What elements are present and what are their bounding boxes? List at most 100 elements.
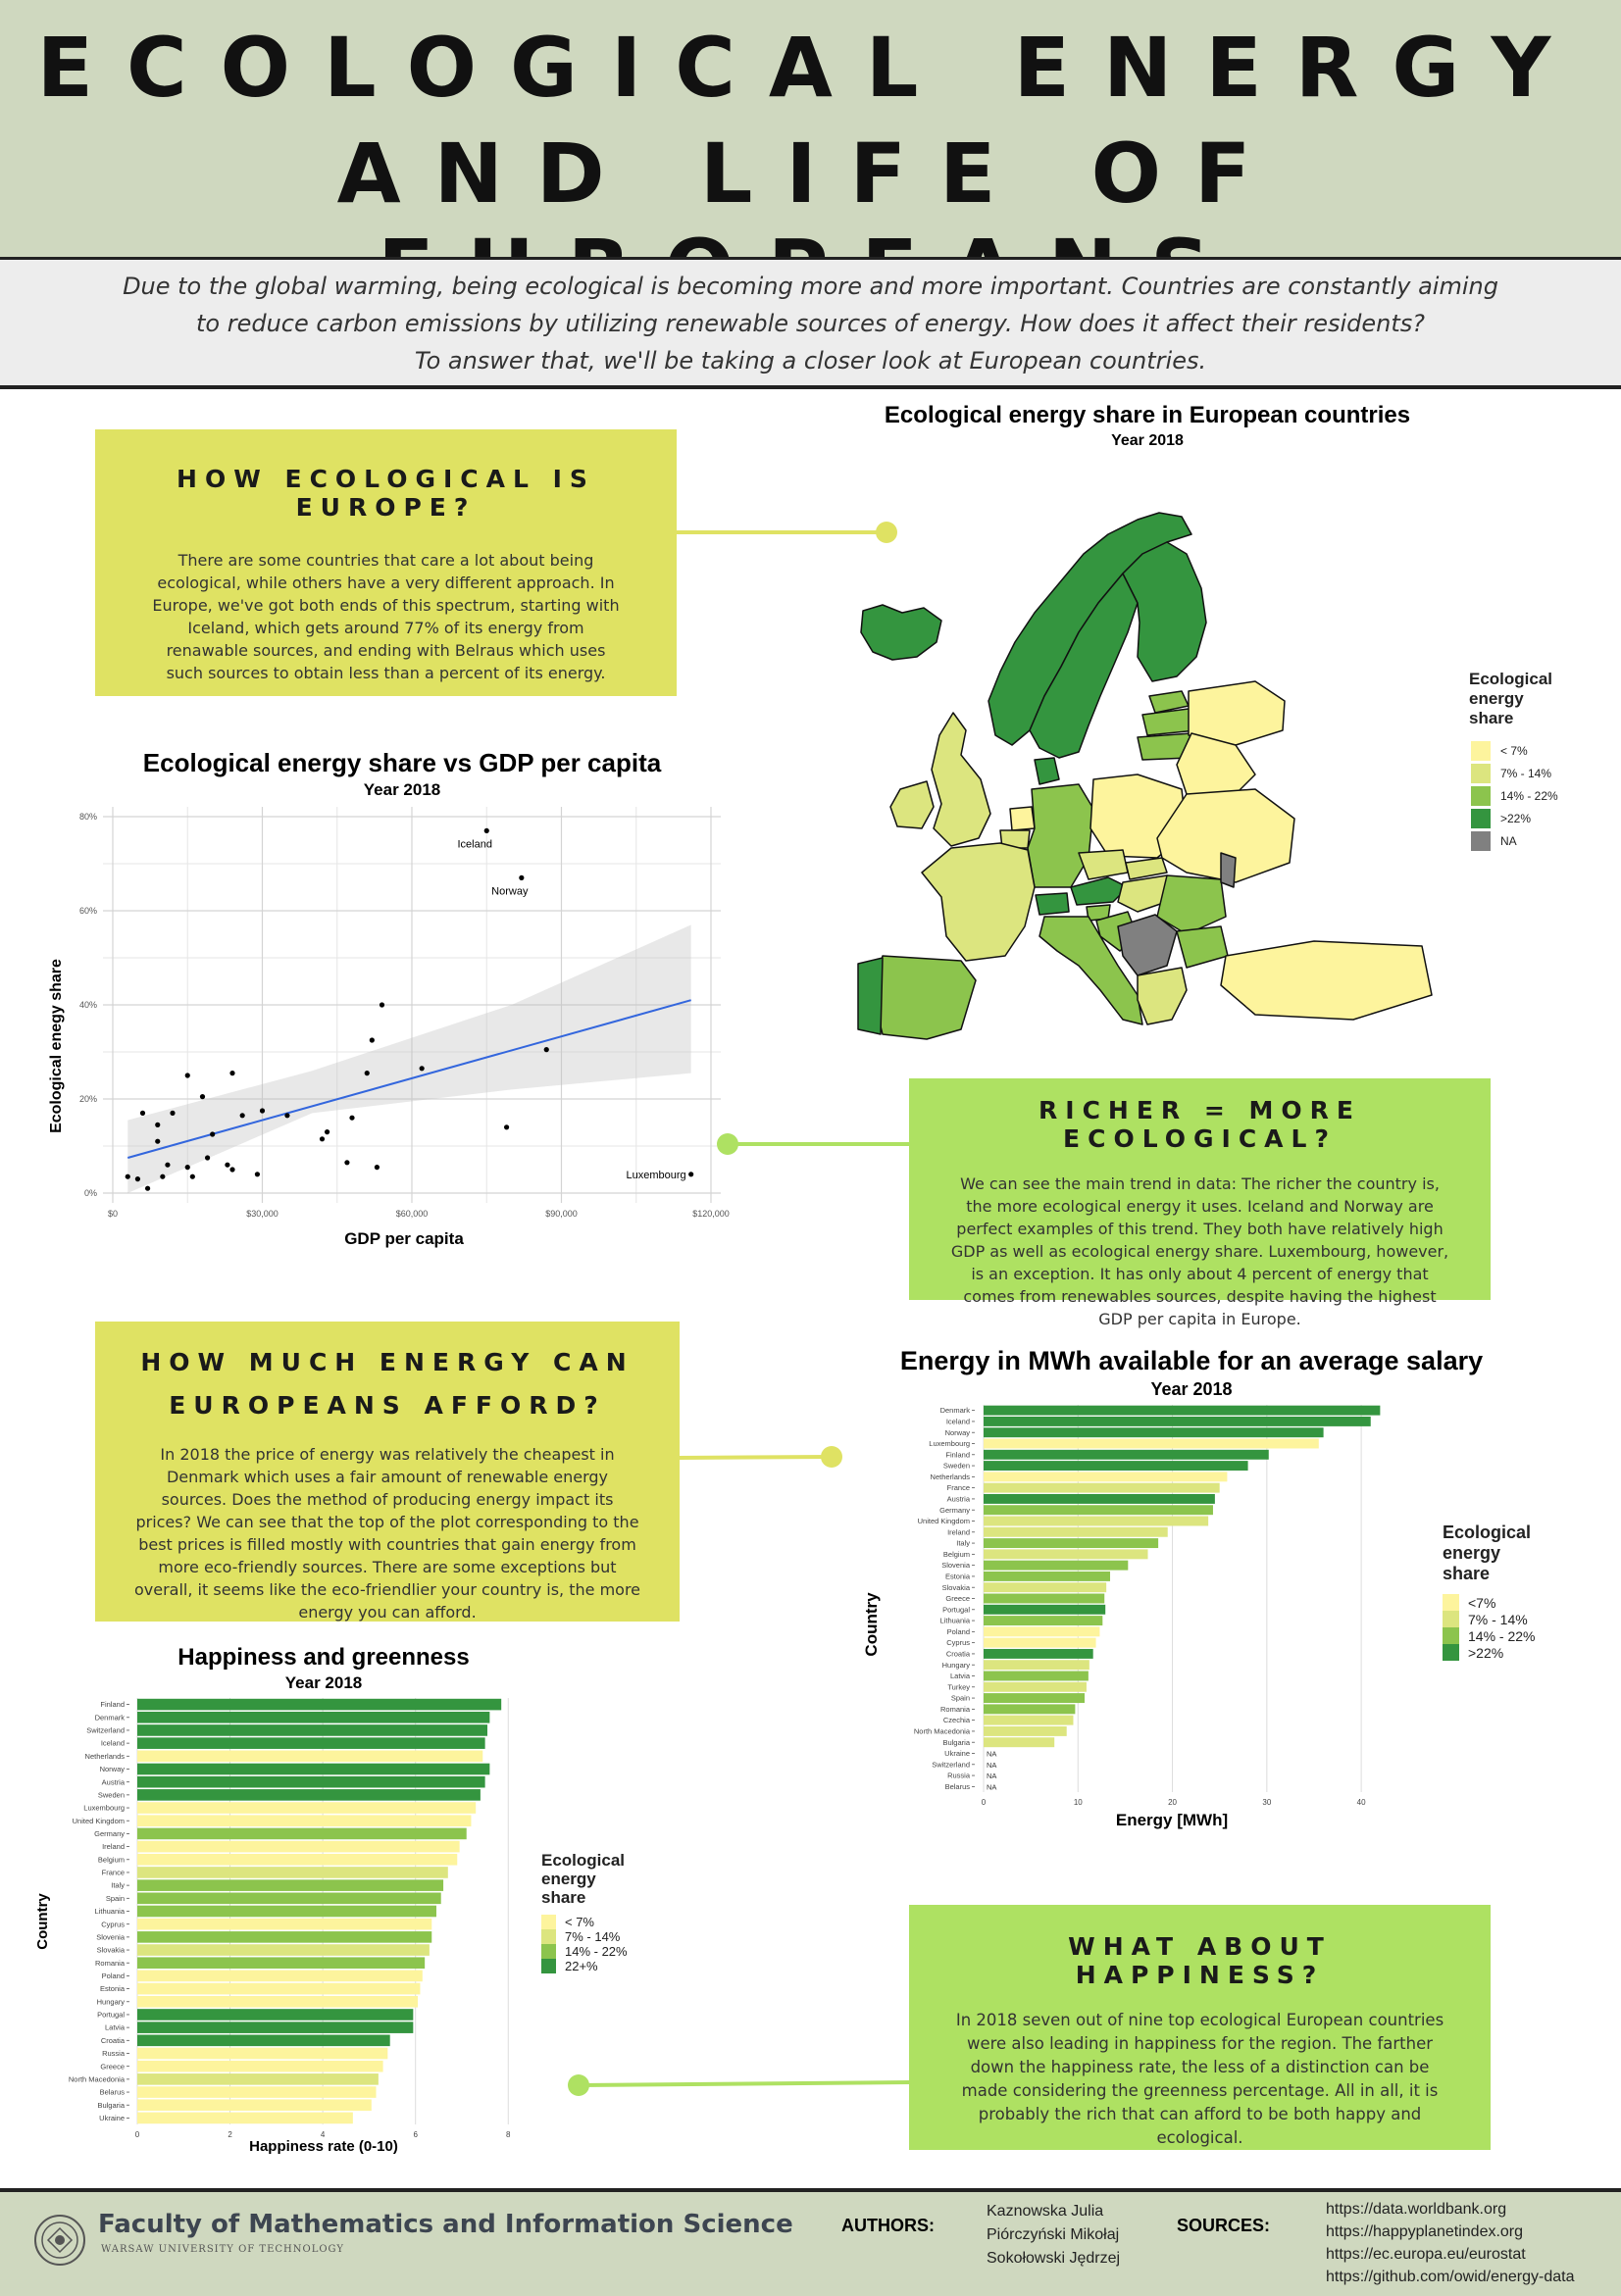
energy-bar (984, 1538, 1159, 1549)
map-legend-title-2: energy (1469, 689, 1524, 708)
source-link[interactable]: https://github.com/owid/energy-data (1326, 2269, 1575, 2285)
legend-label: 14% - 22% (1468, 1627, 1536, 1644)
energy-category-label: Hungary (942, 1661, 971, 1670)
box-how-ecological: HOW ECOLOGICAL IS EUROPE? There are some… (95, 429, 677, 696)
happiness-title: Happiness and greenness (177, 1644, 470, 1671)
scatter-title: Ecological energy share vs GDP per capit… (142, 748, 662, 777)
energy-bar (984, 1671, 1089, 1681)
energy-bar (984, 1593, 1105, 1604)
legend-label: >22% (1500, 811, 1532, 825)
happiness-category-label: Slovenia (96, 1932, 126, 1941)
scatter-point (134, 1176, 141, 1182)
authors-list: Kaznowska Julia Piórczyński Mikołaj Soko… (987, 2200, 1120, 2271)
scatter-x-tick-label: $120,000 (692, 1209, 730, 1219)
energy-x-tick-label: 20 (1168, 1798, 1177, 1807)
box-text-afford: In 2018 the price of energy was relative… (134, 1445, 641, 1622)
university-logo-icon (34, 2215, 85, 2266)
box-text-happiness: In 2018 seven out of nine top ecological… (955, 2011, 1444, 2147)
source-link[interactable]: https://data.worldbank.org (1326, 2201, 1507, 2218)
energy-na-label: NA (987, 1782, 996, 1791)
energy-bar (984, 1526, 1168, 1537)
happiness-bar (137, 1892, 441, 1905)
happiness-category-label: Cyprus (101, 1920, 125, 1928)
scatter-point (519, 874, 525, 880)
happiness-category-label: Luxembourg (83, 1804, 125, 1813)
energy-category-label: Cyprus (946, 1638, 970, 1647)
source-link[interactable]: https://ec.europa.eu/eurostat (1326, 2246, 1526, 2263)
energy-bar (984, 1626, 1100, 1637)
happiness-category-label: Slovakia (97, 1946, 126, 1955)
energy-category-label: France (947, 1483, 970, 1492)
happiness-category-label: Sweden (98, 1790, 125, 1799)
author-1: Kaznowska Julia (987, 2203, 1104, 2220)
scatter-point (483, 827, 489, 833)
map-legend-item: 7% - 14% (1471, 762, 1558, 784)
map-turkey (1220, 940, 1433, 1021)
energy-category-label: Luxembourg (929, 1439, 970, 1448)
scatter-point-label: Luxembourg (627, 1170, 686, 1181)
legend-label: 7% - 14% (565, 1929, 621, 1944)
scatter-point (225, 1162, 230, 1168)
happiness-category-label: Ukraine (99, 2114, 125, 2122)
scatter-ylabel: Ecological enegy share (48, 959, 65, 1133)
box-happiness: WHAT ABOUT HAPPINESS? In 2018 seven out … (909, 1905, 1491, 2150)
energy-category-label: Slovakia (942, 1583, 971, 1592)
map-title: Ecological energy share in European coun… (884, 402, 1411, 428)
energy-bar (984, 1637, 1096, 1648)
scatter-chart: Ecological enegy share GDP per capita $0… (48, 807, 730, 1248)
energy-legend-title: Ecological energy share (1443, 1522, 1531, 1584)
happiness-bar (137, 1827, 467, 1840)
map-subtitle: Year 2018 (1111, 432, 1184, 449)
legend-label: >22% (1468, 1644, 1504, 1661)
energy-category-label: Estonia (945, 1572, 971, 1581)
energy-category-label: Netherlands (931, 1472, 971, 1481)
connector-europe (677, 522, 897, 543)
energy-bar (984, 1461, 1248, 1472)
scatter-point (160, 1173, 166, 1179)
happiness-bar (137, 1995, 419, 2008)
map-legend: < 7% 7% - 14% 14% - 22% >22% NA (1471, 739, 1558, 852)
happiness-x-tick-label: 0 (135, 2130, 140, 2139)
energy-bar (984, 1493, 1215, 1504)
energy-bar (984, 1704, 1076, 1715)
happiness-category-label: Latvia (105, 2023, 126, 2032)
happiness-category-label: Bulgaria (97, 2101, 125, 2110)
happiness-ylabel: Country (34, 1893, 51, 1950)
scatter-point (369, 1037, 375, 1043)
intro-line-3: To answer that, we'll be taking a closer… (414, 347, 1207, 374)
energy-na-label: NA (987, 1761, 996, 1770)
box-heading-happiness: WHAT ABOUT HAPPINESS? (1068, 1932, 1332, 1989)
map-czechia (1078, 849, 1129, 880)
map-legend-item: 14% - 22% (1471, 784, 1558, 807)
box-text-europe: There are some countries that care a lot… (152, 551, 620, 682)
energy-category-label: Sweden (943, 1462, 970, 1471)
happiness-legend-item: < 7% (541, 1915, 628, 1929)
scatter-xlabel: GDP per capita (344, 1229, 464, 1248)
happiness-bar (137, 1815, 472, 1827)
happiness-bar (137, 1775, 485, 1788)
scatter-y-tick-label: 80% (79, 812, 97, 822)
happiness-bar (137, 1711, 490, 1723)
box-heading-afford-line-1: HOW MUCH ENERGY CAN (140, 1348, 634, 1376)
happiness-category-label: Austria (102, 1777, 126, 1786)
happiness-category-label: Denmark (95, 1713, 126, 1722)
map-france (921, 842, 1036, 962)
map-finland (1122, 541, 1207, 682)
energy-category-label: Italy (956, 1539, 970, 1548)
energy-category-label: Norway (945, 1428, 971, 1437)
legend-label: 22+% (565, 1959, 598, 1973)
energy-category-label: United Kingdom (918, 1517, 970, 1525)
scatter-point (344, 1160, 350, 1166)
legend-label: 7% - 14% (1500, 766, 1552, 780)
scatter-point (374, 1165, 380, 1171)
scatter-point (184, 1073, 190, 1078)
energy-category-label: Slovenia (941, 1561, 971, 1570)
source-link[interactable]: https://happyplanetindex.org (1326, 2223, 1524, 2240)
legend-swatch (1471, 808, 1491, 828)
scatter-point (125, 1173, 130, 1179)
energy-bar (984, 1416, 1371, 1426)
map-iceland (860, 604, 942, 661)
author-3: Sokołowski Jędrzej (987, 2250, 1121, 2267)
happiness-x-tick-label: 2 (228, 2130, 232, 2139)
sources-label: SOURCES: (1177, 2216, 1271, 2235)
